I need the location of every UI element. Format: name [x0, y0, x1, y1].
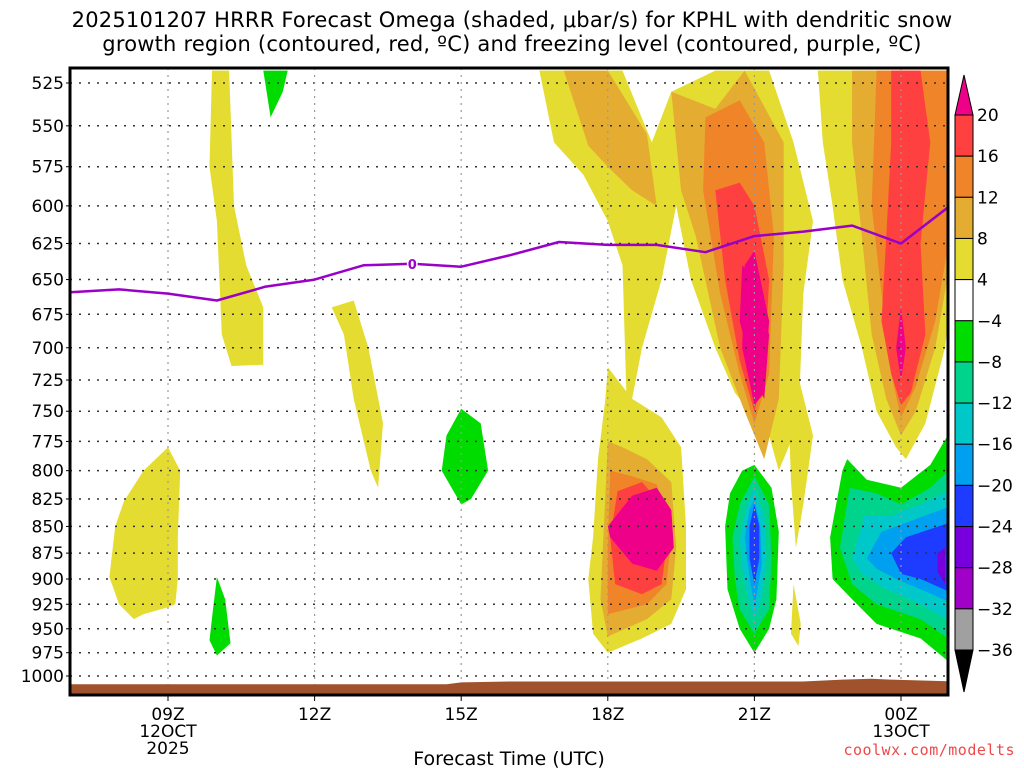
- colorbar-label: 12: [977, 188, 999, 208]
- upper-plume-8to12-left: [563, 70, 657, 206]
- lower-22Z-blip: [791, 584, 801, 647]
- y-tick-label: 1000: [21, 667, 64, 687]
- y-tick-label: 850: [32, 517, 64, 537]
- y-tick-label: 800: [32, 462, 64, 482]
- y-tick-label: 700: [32, 339, 64, 359]
- y-tick-label: 575: [32, 158, 64, 178]
- shaded-lower-left-lift: [109, 447, 181, 620]
- y-tick-label: 725: [32, 371, 64, 391]
- colorbar-label: 8: [977, 229, 988, 249]
- colorbar-label: 20: [977, 106, 999, 126]
- colorbar-swatch: [954, 484, 974, 528]
- colorbar-swatch: [954, 402, 974, 445]
- freezing-level-contour: 0: [70, 205, 948, 302]
- y-tick-label: 775: [32, 432, 64, 452]
- colorbar-label: −28: [977, 559, 1013, 579]
- x-tick-label: 12Z: [298, 705, 331, 725]
- colorbar: 20 16 12 8 4 −4 −8 −12 −16 −20 −24 −28 −32 −36: [954, 74, 1013, 693]
- colorbar-label: −36: [977, 641, 1013, 661]
- x-tick-label: 13OCT: [872, 722, 930, 742]
- y-tick-label: 750: [32, 402, 64, 422]
- colorbar-top-arrow: [954, 74, 974, 116]
- colorbar-swatch: [954, 361, 974, 404]
- y-tick-label: 600: [32, 197, 64, 217]
- x-tick-label: 15Z: [445, 705, 478, 725]
- lower-18Z-core: [607, 487, 674, 571]
- colorbar-swatch: [954, 155, 974, 198]
- y-tick-label: 975: [32, 644, 64, 664]
- x-tick-label: 00Z: [884, 705, 917, 725]
- omega-shading: [109, 70, 948, 662]
- upper-00Z-16to20: [881, 70, 931, 406]
- x-tick-label: 09Z: [151, 705, 184, 725]
- shaded-upper-left-lift-band: [209, 70, 264, 366]
- colorbar-label: 4: [977, 271, 988, 291]
- x-axis-label: Forecast Time (UTC): [413, 748, 604, 768]
- y-tick-label: 875: [32, 544, 64, 564]
- colorbar-bottom-arrow: [954, 649, 974, 693]
- chart-title-line2: growth region (contoured, red, ºC) and f…: [102, 32, 922, 56]
- shaded-21Z-upper-lift-core: [739, 265, 770, 399]
- colorbar-swatch: [954, 526, 974, 569]
- colorbar-swatch: [954, 114, 974, 157]
- y-tick-label: 625: [32, 234, 64, 254]
- x-tick-label: 12OCT: [139, 722, 197, 742]
- colorbar-label: −20: [977, 476, 1013, 496]
- y-tick-label: 825: [32, 490, 64, 510]
- y-tick-label: 925: [32, 595, 64, 615]
- freezing-level-label: 0: [408, 258, 417, 273]
- colorbar-swatch: [954, 443, 974, 486]
- colorbar-label: −8: [977, 353, 1002, 373]
- lower-22Z-tongue: [788, 347, 813, 548]
- y-tick-label: 950: [32, 620, 64, 640]
- x-tick-label: 21Z: [738, 705, 771, 725]
- y-tick-label: 550: [32, 117, 64, 137]
- colorbar-swatch: [954, 237, 974, 281]
- y-tick-label: 900: [32, 570, 64, 590]
- lower-00Z-m20: [891, 523, 948, 592]
- shaded-lower-left-sink: [209, 577, 231, 656]
- credit-link[interactable]: coolwx.com/modelts: [843, 741, 1015, 759]
- colorbar-swatch: [954, 279, 974, 322]
- colorbar-label: −12: [977, 394, 1013, 414]
- terrain-fill: [70, 678, 948, 695]
- chart-title-line1: 2025101207 HRRR Forecast Omega (shaded, …: [71, 8, 953, 32]
- colorbar-label: −16: [977, 435, 1013, 455]
- shaded-upper-left-sink-wedge: [263, 70, 288, 118]
- y-tick-label: 675: [32, 305, 64, 325]
- y-tick-label: 525: [32, 74, 64, 94]
- colorbar-swatch: [954, 196, 974, 239]
- y-axis: 525 550 575 600 625 650 675 700 725 750 775 800 825 8…: [21, 74, 70, 687]
- shaded-00Z-lower-sink-core: [937, 547, 945, 585]
- colorbar-swatch: [954, 567, 974, 610]
- shaded-mid-sink-blob: [441, 408, 489, 505]
- x-tick-label: 18Z: [591, 705, 624, 725]
- colorbar-label: 16: [977, 147, 999, 167]
- shaded-00Z-upper-lift-core: [896, 307, 906, 380]
- x-tick-label: 2025: [146, 739, 189, 759]
- y-tick-label: 650: [32, 271, 64, 291]
- colorbar-label: −4: [977, 312, 1002, 332]
- colorbar-label: −24: [977, 518, 1013, 538]
- colorbar-swatch: [954, 320, 974, 363]
- colorbar-swatch: [954, 608, 974, 651]
- terrain-surface: [70, 678, 948, 695]
- grid-lines: [70, 68, 948, 695]
- shaded-mid-left-lift: [331, 300, 383, 488]
- plot-frame: [68, 66, 950, 697]
- freezing-level-line: [70, 205, 948, 302]
- colorbar-label: −32: [977, 600, 1013, 620]
